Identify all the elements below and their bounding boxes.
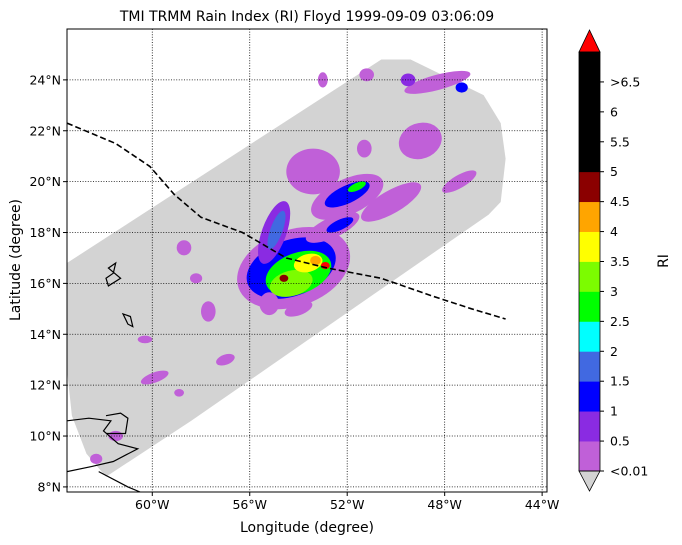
colorbar-tick-label: 5 bbox=[610, 164, 618, 179]
x-tick-label: 56°W bbox=[232, 497, 267, 512]
y-tick-label: 22°N bbox=[29, 123, 61, 138]
x-axis-label: Longitude (degree) bbox=[240, 520, 374, 536]
x-tick-label: 44°W bbox=[525, 497, 560, 512]
colorbar-bin bbox=[579, 231, 600, 262]
colorbar-bin bbox=[579, 291, 600, 322]
rain-region bbox=[286, 148, 340, 195]
y-tick-label: 20°N bbox=[29, 174, 61, 189]
coastline bbox=[105, 412, 129, 435]
y-tick-label: 16°N bbox=[29, 276, 61, 291]
colorbar-bin bbox=[579, 261, 600, 292]
rain-region bbox=[140, 370, 169, 385]
y-tick-label: 10°N bbox=[29, 429, 61, 444]
colorbar-tick-label: 3 bbox=[610, 284, 618, 299]
rain-region bbox=[137, 335, 153, 344]
rain-region bbox=[284, 300, 313, 317]
coastline bbox=[67, 417, 140, 473]
colorbar-bin bbox=[579, 411, 600, 442]
colorbar-over-triangle bbox=[578, 29, 601, 53]
colorbar-tick-label: 0.5 bbox=[610, 434, 630, 449]
rain-region bbox=[357, 139, 372, 158]
island bbox=[105, 261, 122, 287]
colorbar-tick-label: 2 bbox=[610, 344, 618, 359]
colorbar-frame bbox=[578, 51, 601, 472]
y-tick-label: 8°N bbox=[37, 479, 61, 494]
colorbar-bin bbox=[579, 201, 600, 232]
island bbox=[121, 312, 134, 328]
colorbar-tick-label: 3.5 bbox=[610, 254, 630, 269]
x-tick-label: 60°W bbox=[135, 497, 170, 512]
rain-region bbox=[455, 82, 468, 93]
colorbar-tick-label: 2.5 bbox=[610, 314, 630, 329]
rain-region bbox=[347, 181, 366, 193]
colorbar-bin bbox=[579, 81, 600, 113]
rain-region bbox=[279, 274, 289, 282]
rain-region bbox=[404, 70, 471, 94]
y-axis-ticks: 8°N 10°N 12°N 14°N 16°N 18°N 20°N 22°N 24°N bbox=[29, 72, 67, 494]
colorbar-bin bbox=[579, 52, 600, 83]
rain-region bbox=[361, 182, 422, 222]
rain-region bbox=[108, 430, 123, 442]
colorbar-bin bbox=[579, 171, 600, 203]
rain-region bbox=[174, 389, 185, 397]
rain-region bbox=[326, 217, 354, 233]
storm-track bbox=[67, 122, 506, 320]
coastline bbox=[98, 471, 141, 492]
x-axis-ticks: 60°W 56°W 52°W 48°W 44°W bbox=[135, 492, 559, 512]
plot-area bbox=[67, 29, 547, 492]
y-tick-label: 24°N bbox=[29, 72, 61, 87]
y-tick-label: 18°N bbox=[29, 225, 61, 240]
chart-title: TMI TRMM Rain Index (RI) Floyd 1999-09-0… bbox=[119, 9, 494, 25]
x-tick-label: 52°W bbox=[330, 497, 365, 512]
colorbar-bin bbox=[579, 441, 600, 472]
colorbar: <0.01 0.5 1 1.5 2 2.5 3 3.5 4 4.5 5 5.5 6 >6.5 bbox=[578, 29, 648, 492]
rain-region bbox=[259, 292, 279, 316]
y-axis-label: Latitude (degree) bbox=[8, 199, 24, 321]
y-tick-label: 12°N bbox=[29, 378, 61, 393]
x-tick-label: 48°W bbox=[427, 497, 462, 512]
colorbar-tick-label: 1 bbox=[610, 404, 618, 419]
rain-region bbox=[176, 240, 192, 256]
rain-region bbox=[442, 170, 477, 193]
rain-region bbox=[398, 122, 442, 160]
colorbar-bin bbox=[579, 351, 600, 382]
rain-region bbox=[359, 68, 375, 82]
colorbar-bin bbox=[579, 321, 600, 352]
rain-region bbox=[190, 273, 203, 284]
rain-region bbox=[201, 301, 216, 322]
colorbar-tick-label: 4.5 bbox=[610, 194, 630, 209]
colorbar-label: RI bbox=[656, 254, 672, 268]
colorbar-tick-label: <0.01 bbox=[610, 464, 648, 479]
plot-frame bbox=[66, 28, 548, 493]
coastlines bbox=[67, 261, 141, 492]
colorbar-tick-label: 4 bbox=[610, 224, 618, 239]
rain-regions bbox=[90, 68, 477, 464]
colorbar-bin bbox=[579, 141, 600, 173]
rain-region bbox=[267, 210, 286, 250]
rain-region bbox=[90, 453, 103, 464]
y-tick-label: 14°N bbox=[29, 327, 61, 342]
colorbar-tick-label: 1.5 bbox=[610, 374, 630, 389]
colorbar-bin bbox=[579, 111, 600, 143]
colorbar-tick-label: 5.5 bbox=[610, 134, 630, 149]
colorbar-under-triangle bbox=[578, 470, 601, 492]
rain-region bbox=[216, 353, 235, 366]
colorbar-bin bbox=[579, 381, 600, 412]
rain-region bbox=[310, 255, 321, 266]
colorbar-tick-label: 6 bbox=[610, 104, 618, 119]
colorbar-tick-label: >6.5 bbox=[610, 74, 640, 89]
gridlines bbox=[67, 29, 547, 492]
